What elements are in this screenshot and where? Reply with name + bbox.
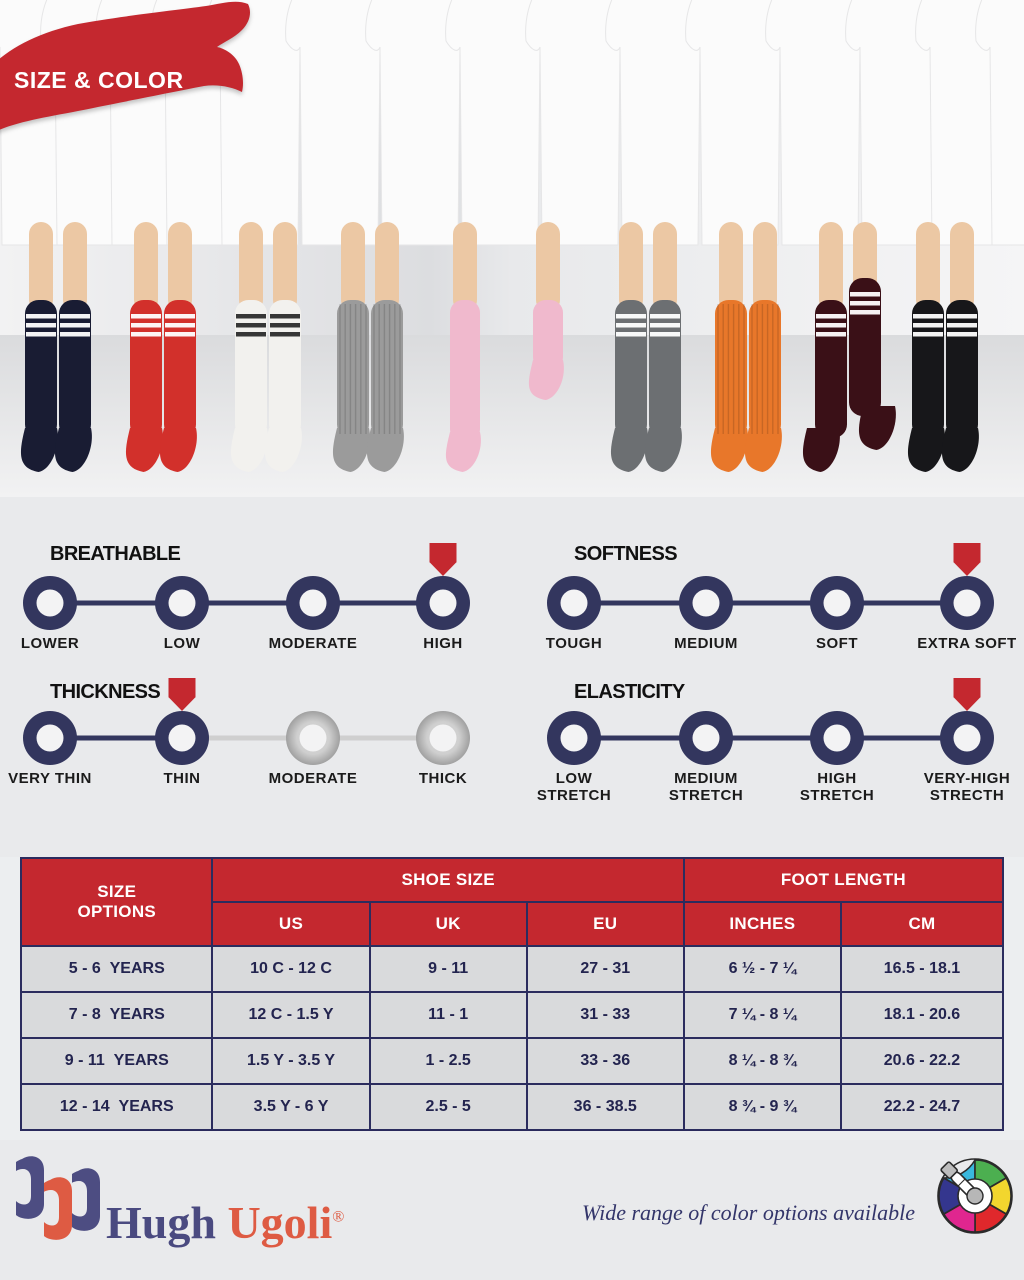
- svg-text:STRETCH: STRETCH: [537, 787, 611, 804]
- svg-text:MODERATE: MODERATE: [269, 770, 358, 787]
- svg-text:TOUGH: TOUGH: [546, 635, 602, 652]
- svg-text:MEDIUM: MEDIUM: [674, 770, 738, 787]
- svg-text:THICKNESS: THICKNESS: [50, 681, 160, 703]
- svg-text:VERY-HIGH: VERY-HIGH: [924, 770, 1010, 787]
- svg-text:MEDIUM: MEDIUM: [674, 635, 738, 652]
- svg-text:VERY THIN: VERY THIN: [8, 770, 92, 787]
- svg-text:HIGH: HIGH: [817, 770, 857, 787]
- svg-text:ELASTICITY: ELASTICITY: [574, 681, 686, 703]
- svg-text:STRECTH: STRECTH: [930, 787, 1004, 804]
- svg-text:THIN: THIN: [164, 770, 201, 787]
- svg-text:LOWER: LOWER: [21, 635, 79, 652]
- svg-text:EXTRA SOFT: EXTRA SOFT: [917, 635, 1016, 652]
- svg-text:SIZE & COLOR: SIZE & COLOR: [14, 67, 184, 93]
- svg-text:THICK: THICK: [419, 770, 467, 787]
- svg-text:BREATHABLE: BREATHABLE: [50, 543, 181, 565]
- svg-text:STRETCH: STRETCH: [669, 787, 743, 804]
- svg-text:LOW: LOW: [556, 770, 593, 787]
- svg-text:SOFT: SOFT: [816, 635, 858, 652]
- svg-text:MODERATE: MODERATE: [269, 635, 358, 652]
- svg-text:HIGH: HIGH: [423, 635, 463, 652]
- svg-text:STRETCH: STRETCH: [800, 787, 874, 804]
- svg-text:LOW: LOW: [164, 635, 201, 652]
- svg-text:SOFTNESS: SOFTNESS: [574, 543, 677, 565]
